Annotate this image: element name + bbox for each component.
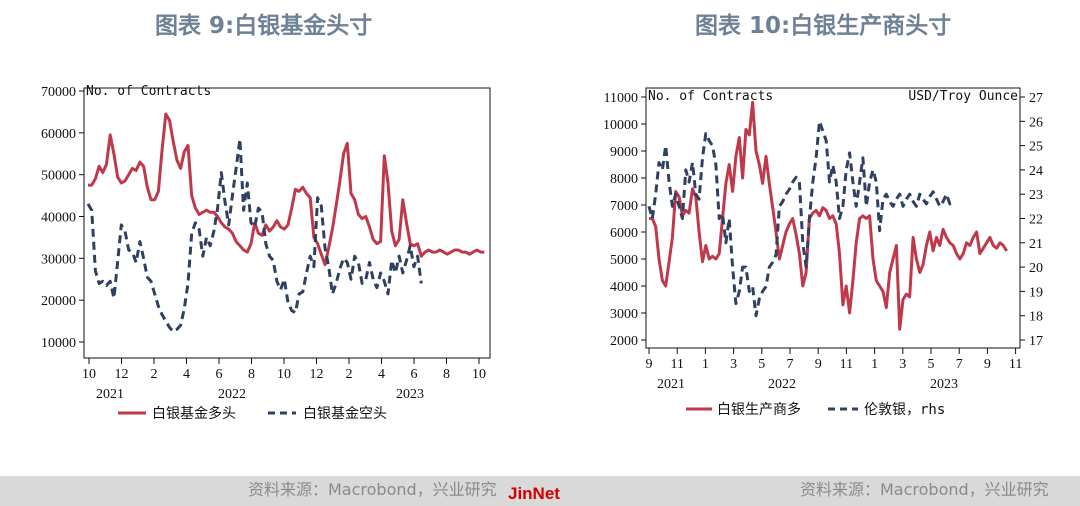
- x-tick-label: 3: [730, 357, 737, 372]
- x-tick-label: 1: [871, 357, 878, 372]
- left-legend: 白银基金多头 白银基金空头: [118, 405, 387, 422]
- x-tick-label: 11: [840, 357, 853, 372]
- right-secondary-axis-label: USD/Troy Ounce: [908, 89, 1018, 104]
- y-tick-label: 5000: [610, 253, 638, 268]
- y2-tick-label: 20: [1029, 261, 1043, 276]
- y-tick-label: 50000: [41, 169, 76, 184]
- x-tick-label: 3: [899, 357, 906, 372]
- x-tick-label: 5: [758, 357, 765, 372]
- x-year-label: 2023: [396, 387, 424, 402]
- x-year-label: 2022: [768, 377, 796, 392]
- y2-tick-label: 17: [1029, 334, 1043, 349]
- legend-label-long: 白银基金多头: [152, 405, 236, 422]
- x-tick-label: 4: [378, 367, 385, 382]
- x-tick-label: 5: [928, 357, 935, 372]
- y-tick-label: 60000: [41, 127, 76, 142]
- y2-tick-label: 18: [1029, 310, 1043, 325]
- chart-title-right: 图表 10:白银生产商头寸: [695, 13, 952, 39]
- x-tick-label: 2: [346, 367, 353, 382]
- legend-label-short: 白银基金空头: [303, 405, 387, 422]
- left-y-axis-label: No. of Contracts: [86, 84, 211, 99]
- y-tick-label: 2000: [610, 334, 638, 349]
- x-tick-label: 10: [277, 367, 291, 382]
- y2-tick-label: 25: [1029, 140, 1043, 155]
- x-tick-label: 7: [787, 357, 794, 372]
- y2-tick-label: 26: [1029, 115, 1043, 130]
- y-tick-label: 8000: [610, 172, 638, 187]
- x-tick-label: 9: [646, 357, 653, 372]
- right-y-axis-label: No. of Contracts: [648, 89, 773, 104]
- x-tick-label: 8: [248, 367, 255, 382]
- x-tick-label: 2: [151, 367, 158, 382]
- y-tick-label: 30000: [41, 252, 76, 267]
- y-tick-label: 9000: [610, 145, 638, 160]
- y-tick-label: 10000: [603, 118, 638, 133]
- left-chart: No. of Contracts 10000 20000 30000 40000 500…: [41, 84, 491, 422]
- series-line: [649, 100, 1008, 331]
- series-line: [647, 119, 955, 318]
- x-year-label: 2023: [930, 377, 958, 392]
- right-legend: 白银生产商多 伦敦银，rhs: [686, 401, 945, 418]
- y-tick-label: 6000: [610, 226, 638, 241]
- x-tick-label: 12: [310, 367, 324, 382]
- x-tick-label: 7: [956, 357, 963, 372]
- x-tick-label: 1: [702, 357, 709, 372]
- legend-label-producer: 白银生产商多: [717, 401, 801, 418]
- y-tick-label: 4000: [610, 280, 638, 295]
- footer-bar: [0, 476, 1080, 506]
- y2-tick-label: 23: [1029, 188, 1043, 203]
- x-tick-label: 9: [815, 357, 822, 372]
- watermark-logo: JinNet: [508, 484, 560, 503]
- series-line: [86, 137, 423, 333]
- x-tick-label: 6: [216, 367, 223, 382]
- x-tick-label: 4: [183, 367, 190, 382]
- y2-tick-label: 19: [1029, 285, 1043, 300]
- x-tick-label: 12: [115, 367, 129, 382]
- y2-tick-label: 21: [1029, 237, 1043, 252]
- legend-label-silver: 伦敦银，rhs: [864, 402, 945, 418]
- y-tick-label: 20000: [41, 294, 76, 309]
- y-tick-label: 10000: [41, 336, 76, 351]
- y-tick-label: 3000: [610, 307, 638, 322]
- y-tick-label: 7000: [610, 199, 638, 214]
- right-chart: No. of Contracts USD/Troy Ounce 2000 3000…: [603, 87, 1043, 418]
- x-year-label: 2021: [96, 387, 124, 402]
- y2-tick-label: 22: [1029, 213, 1043, 228]
- y-tick-label: 11000: [604, 91, 638, 106]
- source-note-left: 资料来源：Macrobond，兴业研究: [248, 480, 497, 499]
- x-tick-label: 8: [443, 367, 450, 382]
- y2-tick-label: 27: [1029, 91, 1043, 106]
- x-tick-label: 6: [411, 367, 418, 382]
- x-year-label: 2022: [218, 387, 246, 402]
- x-tick-label: 10: [472, 367, 486, 382]
- left-plot-frame: [83, 87, 491, 359]
- x-tick-label: 11: [1009, 357, 1022, 372]
- x-year-label: 2021: [657, 377, 685, 392]
- y-tick-label: 40000: [41, 211, 76, 226]
- x-tick-label: 10: [82, 367, 96, 382]
- source-note-right: 资料来源：Macrobond，兴业研究: [800, 480, 1049, 499]
- y2-tick-label: 24: [1029, 164, 1043, 179]
- chart-title-left: 图表 9:白银基金头寸: [155, 13, 373, 39]
- x-tick-label: 11: [670, 357, 683, 372]
- series-line: [88, 112, 485, 267]
- y-tick-label: 70000: [41, 85, 76, 100]
- x-tick-label: 9: [984, 357, 991, 372]
